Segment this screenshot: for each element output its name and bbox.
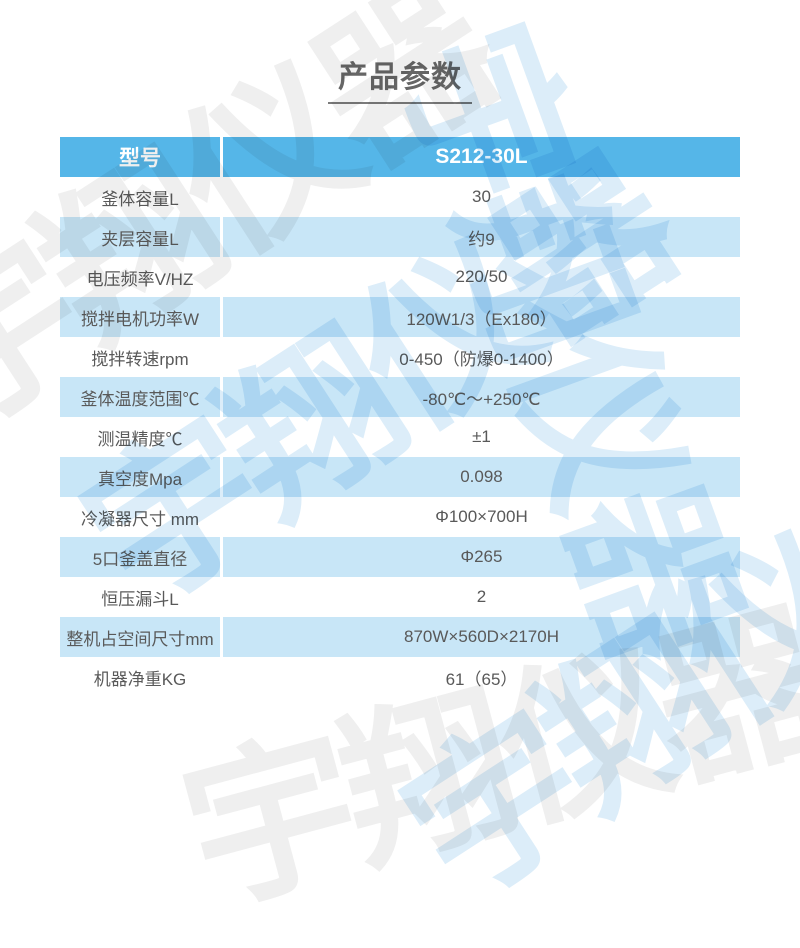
spec-label: 搅拌电机功率W <box>80 309 200 329</box>
table-row: 搅拌电机功率W 120W1/3（Ex180） <box>60 297 740 337</box>
spec-value: Φ265 <box>220 537 740 577</box>
spec-label: 真空度Mpa <box>97 469 183 489</box>
product-spec-table: 型号 S212-30L 釜体容量L 30 夹层容量L 约9 电压频率V/HZ 2… <box>60 137 740 697</box>
table-row: 整机占空间尺寸mm 870W×560D×2170H <box>60 617 740 657</box>
spec-label: 电压频率V/HZ <box>86 269 194 289</box>
spec-label: 机器净重KG <box>93 669 187 689</box>
spec-value: 30 <box>472 187 491 206</box>
table-row: 真空度Mpa 0.098 <box>60 457 740 497</box>
spec-value: 2 <box>476 587 487 606</box>
table-row: 釜体容量L 30 <box>60 177 740 217</box>
table-row: 测温精度℃ ±1 <box>60 417 740 457</box>
spec-value: 约9 <box>220 217 740 257</box>
table-row: 夹层容量L 约9 <box>60 217 740 257</box>
table-row: 冷凝器尺寸 mm Φ100×700H <box>60 497 740 537</box>
table-row: 恒压漏斗L 2 <box>60 577 740 617</box>
header-model-value: S212-30L <box>220 137 740 177</box>
table-header-row: 型号 S212-30L <box>60 137 740 177</box>
table-row: 电压频率V/HZ 220/50 <box>60 257 740 297</box>
spec-label: 恒压漏斗L <box>101 589 179 609</box>
title-section: 产品参数 <box>0 52 800 104</box>
spec-value: Φ100×700H <box>435 507 528 526</box>
spec-label: 冷凝器尺寸 mm <box>80 509 200 529</box>
table-row: 机器净重KG 61（65） <box>60 657 740 697</box>
spec-value: 120W1/3（Ex180） <box>220 297 740 337</box>
spec-value: 870W×560D×2170H <box>220 617 740 657</box>
spec-label: 5口釜盖直径 <box>92 549 188 569</box>
table-row: 5口釜盖直径 Φ265 <box>60 537 740 577</box>
spec-value: 61（65） <box>445 669 518 689</box>
spec-value: ±1 <box>472 427 491 446</box>
spec-value: -80℃～+250℃ <box>220 377 740 417</box>
spec-label: 釜体容量L <box>101 189 179 209</box>
spec-label: 釜体温度范围℃ <box>80 389 200 409</box>
header-model-label: 型号 <box>119 147 161 170</box>
spec-label: 测温精度℃ <box>97 429 183 449</box>
page-title: 产品参数 <box>328 52 472 104</box>
table-row: 釜体温度范围℃ -80℃～+250℃ <box>60 377 740 417</box>
spec-label: 整机占空间尺寸mm <box>66 629 214 649</box>
table-row: 搅拌转速rpm 0-450（防爆0-1400） <box>60 337 740 377</box>
spec-value: 0-450（防爆0-1400） <box>399 349 564 369</box>
spec-value: 0.098 <box>220 457 740 497</box>
spec-label: 搅拌转速rpm <box>91 349 189 369</box>
spec-label: 夹层容量L <box>101 229 179 249</box>
spec-value: 220/50 <box>455 267 508 286</box>
